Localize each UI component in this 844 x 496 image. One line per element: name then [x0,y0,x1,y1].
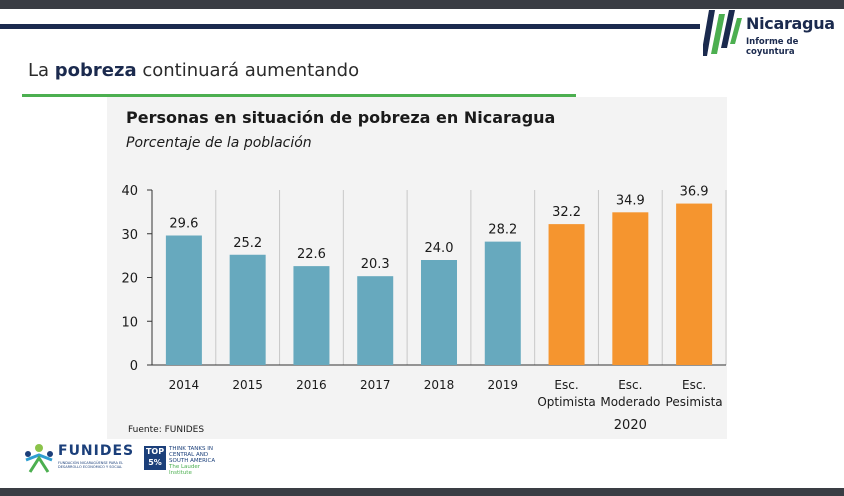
bottom-bar [0,488,844,496]
x-tick-label: Esc. [618,378,642,392]
nicaragua-logo-icon [703,10,742,56]
x-tick-label: Optimista [537,395,595,409]
x-tick-label: Pesimista [666,395,723,409]
slide-headline: La pobreza continuará aumentando [28,60,359,81]
chart-title: Personas en situación de pobreza en Nica… [126,108,556,127]
x-tick-label: Moderado [600,395,660,409]
bar [165,235,202,365]
data-label: 25.2 [233,236,262,251]
x-tick-label: 2018 [424,378,455,392]
top-bar [0,0,844,9]
bar [229,254,266,365]
funides-name: FUNIDES [58,443,135,459]
headline-post: continuará aumentando [136,60,360,81]
group-label: 2020 [614,418,647,433]
y-tick-label: 30 [121,228,138,243]
bar [612,212,649,365]
bar [293,266,330,365]
y-tick-label: 0 [130,359,138,374]
bar [421,260,457,365]
x-tick-label: Esc. [554,378,578,392]
logo-subtitle: Informe de coyuntura [746,37,799,57]
header-rule [0,24,700,29]
bar [676,203,713,365]
headline-underline [22,94,576,97]
headline-pre: La [28,60,55,81]
funides-subtitle: FUNDACIÓN NICARAGÜENSE PARA EL DESARROLL… [58,461,124,469]
headline-bold: pobreza [54,60,137,81]
y-tick-label: 40 [121,184,138,199]
x-tick-label: 2014 [169,378,200,392]
data-label: 29.6 [169,217,198,232]
top5-note: The Lauder Institute [169,464,201,476]
data-label: 34.9 [616,193,645,208]
funides-logo-icon [25,444,53,473]
chart-source: Fuente: FUNIDES [128,425,205,435]
x-tick-label: 2016 [296,378,327,392]
data-label: 28.2 [488,223,517,238]
x-tick-label: 2017 [360,378,391,392]
data-label: 22.6 [297,247,326,262]
data-label: 20.3 [361,257,390,272]
data-label: 36.9 [680,185,709,200]
x-tick-label: Esc. [682,378,706,392]
logo-title: Nicaragua [746,14,835,33]
chart-subtitle: Porcentaje de la población [126,135,312,151]
x-tick-label: 2015 [232,378,263,392]
top5-label: THINK TANKS IN CENTRAL AND SOUTH AMERICA [169,446,216,464]
y-tick-label: 10 [121,315,138,330]
y-tick-label: 20 [121,272,138,287]
top5-badge: TOP 5% [144,446,166,470]
top5-text: THINK TANKS IN CENTRAL AND SOUTH AMERICA… [169,446,221,476]
bar [357,276,394,365]
data-label: 24.0 [425,241,454,256]
bar [484,241,521,365]
data-label: 32.2 [552,205,581,220]
bar [548,224,585,365]
x-tick-label: 2019 [488,378,519,392]
